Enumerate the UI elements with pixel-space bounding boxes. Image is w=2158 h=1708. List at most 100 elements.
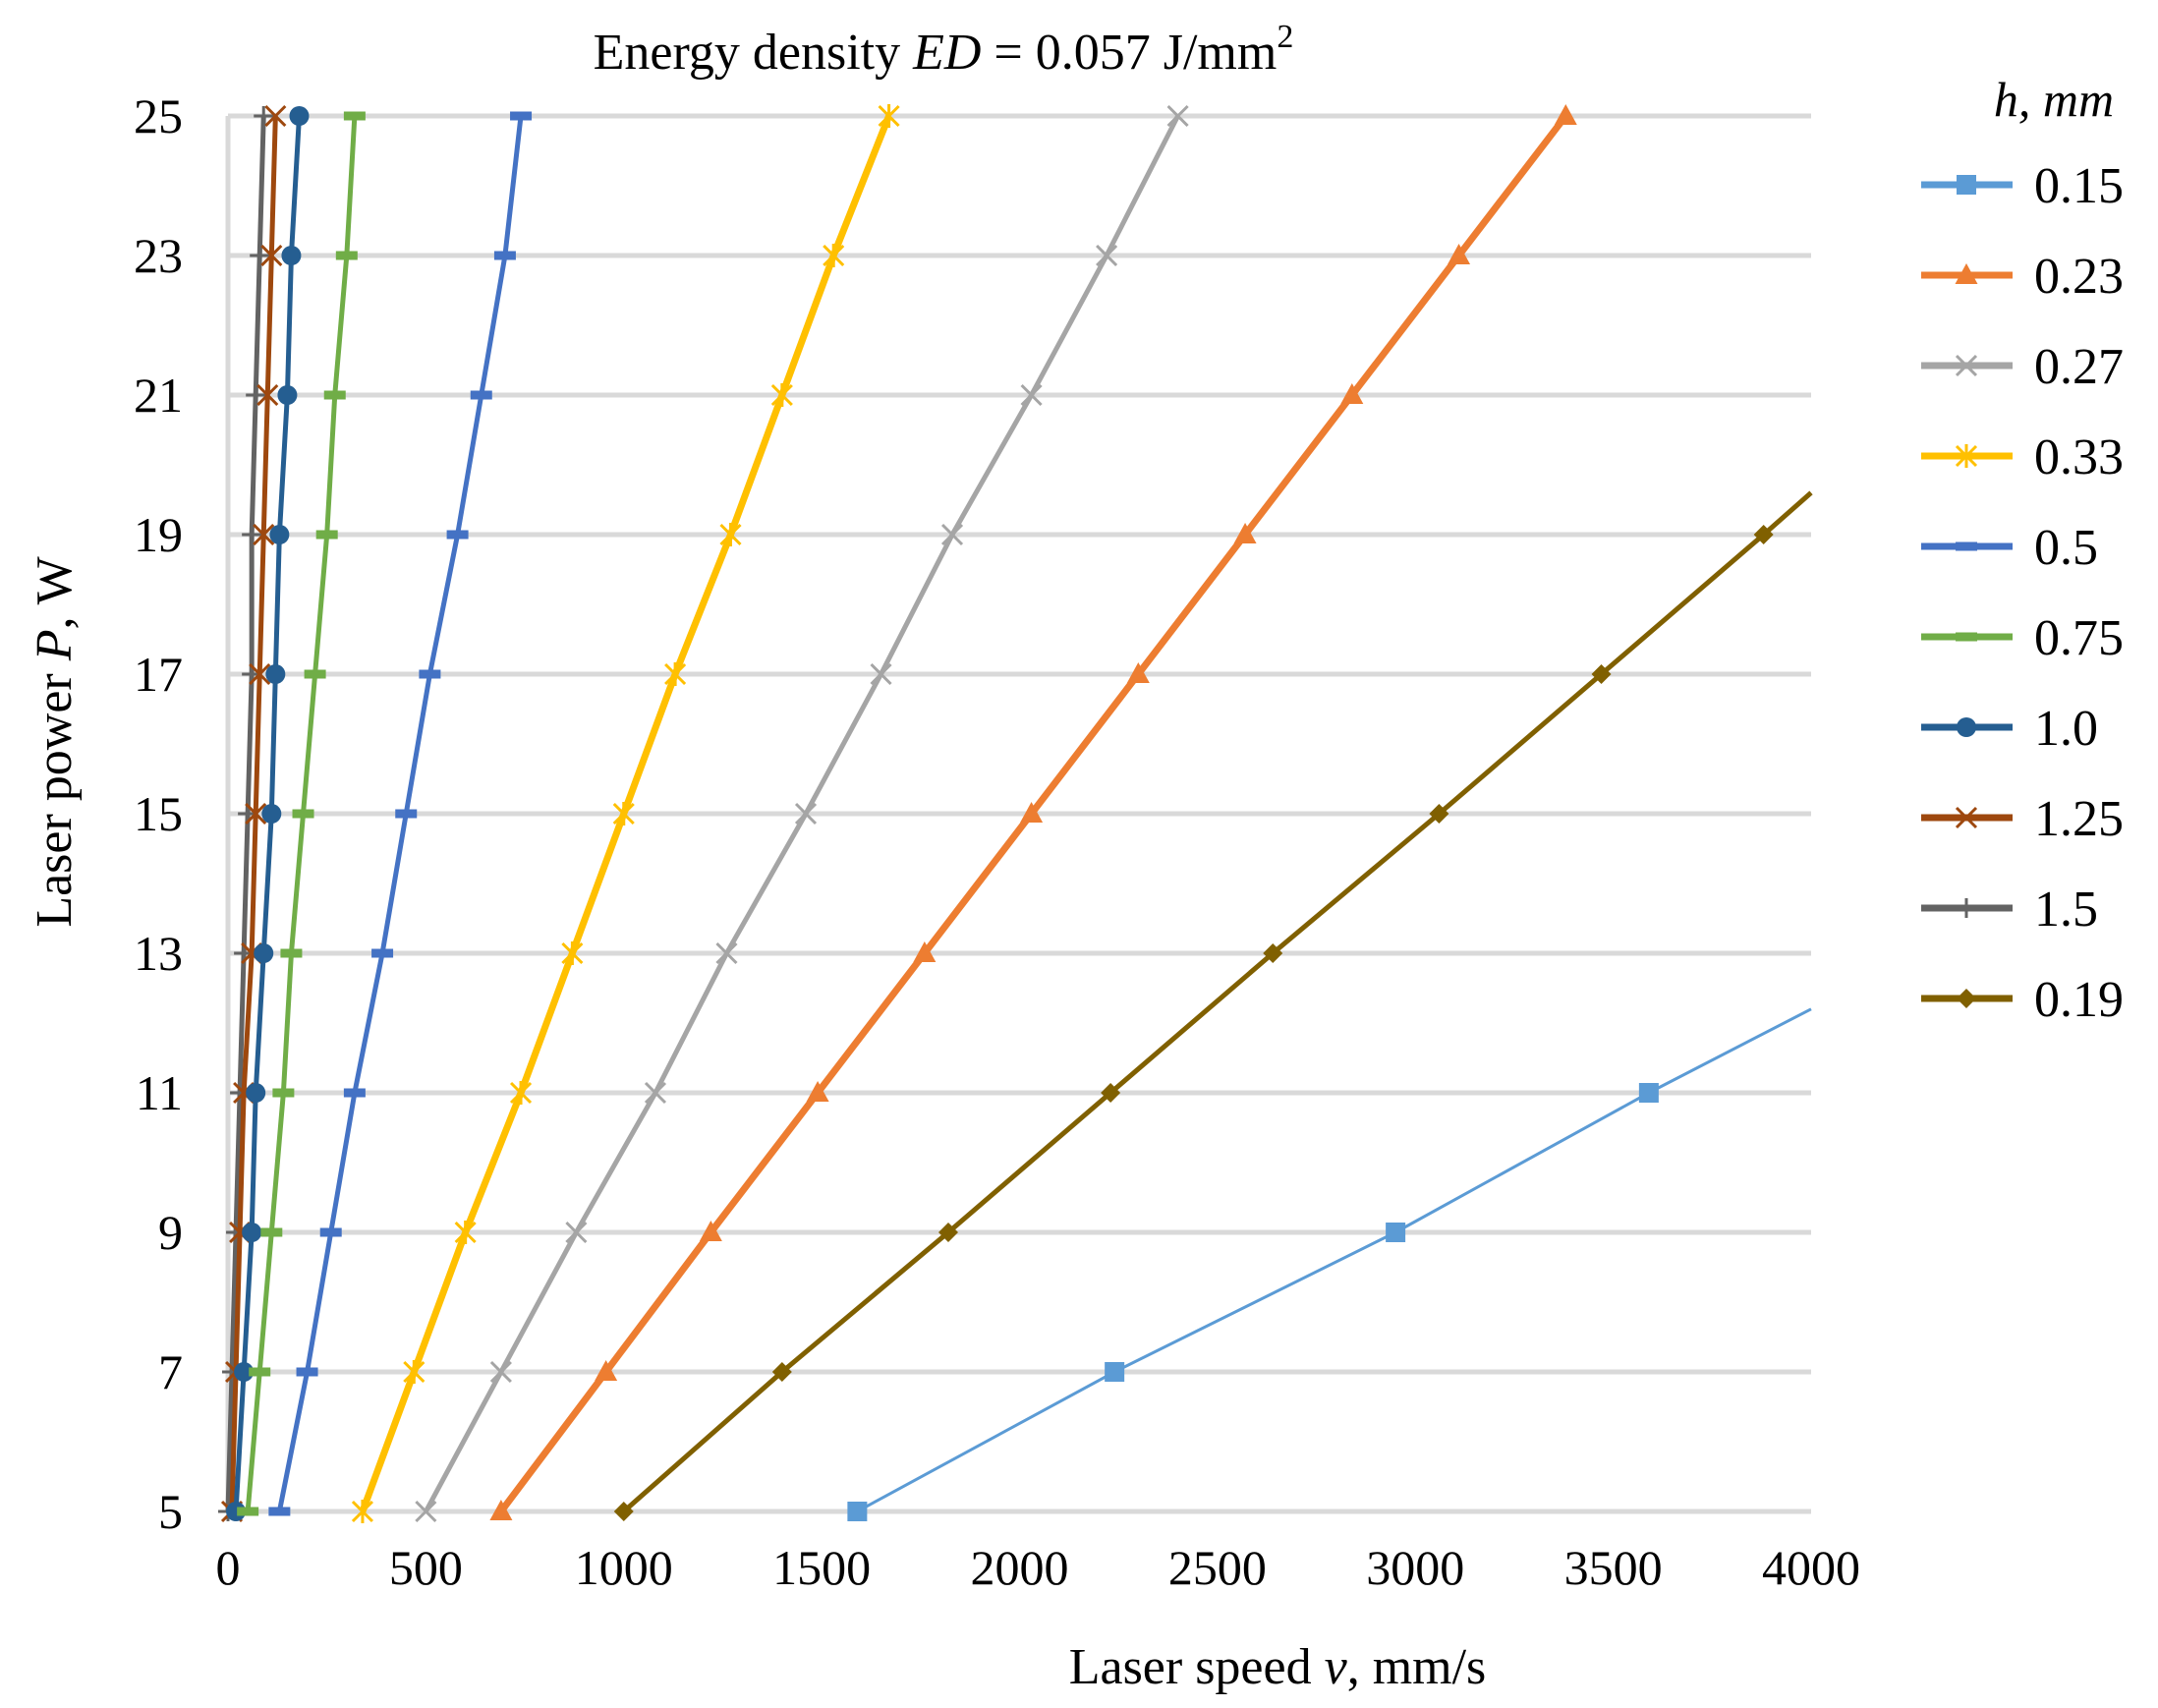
y-tick-21: 21 <box>134 368 183 423</box>
y-axis-title: Laser power P, W <box>27 556 83 927</box>
legend-marker-1-0 <box>1957 717 1976 737</box>
point-0-5-6 <box>419 669 441 679</box>
x-tick-1000: 1000 <box>575 1540 673 1595</box>
legend-item-0-33: 0.33 <box>1921 429 2124 485</box>
y-tick-9: 9 <box>158 1205 183 1260</box>
point-0-75-8 <box>323 390 346 400</box>
x-tick-labels: 0 500 1000 1500 2000 2500 3000 3500 4000 <box>216 1540 1861 1595</box>
point-0-33-6 <box>664 662 687 686</box>
point-1-0-8 <box>277 385 298 405</box>
legend-item-0-19: 0.19 <box>1921 972 2124 1028</box>
series-0-27 <box>415 104 1189 1523</box>
point-0-15-1 <box>1105 1362 1125 1382</box>
legend-label-0-5: 0.5 <box>2034 520 2098 576</box>
legend-label-0-75: 0.75 <box>2034 610 2124 666</box>
point-1-25-7 <box>253 523 275 546</box>
point-0-75-9 <box>335 251 358 260</box>
point-1-0-6 <box>265 664 286 684</box>
point-0-33-8 <box>770 383 793 407</box>
x-tick-2500: 2500 <box>1168 1540 1267 1595</box>
point-0-19-6 <box>1591 664 1612 684</box>
point-1-0-5 <box>261 804 282 824</box>
point-0-27-1 <box>489 1360 512 1384</box>
legend-title: h, mm <box>1994 72 2114 127</box>
point-0-33-5 <box>612 802 635 826</box>
point-0-27-9 <box>1096 244 1118 267</box>
point-0-23-1 <box>595 1360 618 1381</box>
point-1-5-9 <box>250 246 270 265</box>
point-1-25-6 <box>249 662 271 686</box>
point-0-75-1 <box>249 1367 271 1377</box>
series-0-75 <box>237 111 366 1516</box>
point-0-15-2 <box>1386 1223 1406 1242</box>
point-0-27-8 <box>1020 383 1043 407</box>
point-0-23-5 <box>1020 802 1044 823</box>
legend-item-1-0: 1.0 <box>1921 701 2098 757</box>
series-0-15 <box>847 1007 1812 1521</box>
legend-marker-0-33 <box>1955 444 1978 468</box>
y-tick-5: 5 <box>158 1484 183 1539</box>
point-0-33-2 <box>454 1221 477 1244</box>
point-1-5-8 <box>246 385 266 405</box>
point-1-25-5 <box>245 802 267 826</box>
point-0-27-3 <box>644 1081 667 1105</box>
point-0-33-0 <box>351 1500 373 1523</box>
series-0-33 <box>351 104 900 1523</box>
x-axis-title: Laser speed v, mm/s <box>1069 1639 1487 1695</box>
point-0-5-0 <box>268 1507 291 1516</box>
x-tick-500: 500 <box>389 1540 463 1595</box>
y-tick-7: 7 <box>158 1344 183 1399</box>
legend-items: 0.15 0.23 0.27 0.33 0.5 0.75 1.0 1.25 1.5 0.19 <box>1921 158 2124 1028</box>
point-0-23-7 <box>1233 523 1257 543</box>
point-0-27-10 <box>1166 104 1189 128</box>
legend-label-0-27: 0.27 <box>2034 339 2124 395</box>
y-tick-23: 23 <box>134 228 183 283</box>
y-tick-11: 11 <box>136 1065 183 1120</box>
legend-label-1-25: 1.25 <box>2034 791 2124 847</box>
legend-marker-0-5 <box>1956 541 1977 551</box>
point-0-5-9 <box>493 251 516 260</box>
point-0-75-0 <box>237 1507 259 1516</box>
legend-marker-0-27 <box>1955 354 1978 377</box>
point-0-19-0 <box>613 1502 634 1521</box>
x-tick-2000: 2000 <box>971 1540 1069 1595</box>
y-tick-17: 17 <box>134 647 183 702</box>
point-0-5-7 <box>446 530 469 540</box>
point-0-23-2 <box>699 1221 722 1241</box>
point-0-15-0 <box>847 1502 868 1521</box>
point-0-27-4 <box>715 941 738 965</box>
point-1-0-2 <box>242 1223 262 1242</box>
point-1-25-9 <box>260 244 283 267</box>
point-0-23-9 <box>1448 244 1471 264</box>
legend-label-0-33: 0.33 <box>2034 429 2124 485</box>
point-0-75-5 <box>292 809 314 819</box>
point-0-5-5 <box>395 809 418 819</box>
point-1-0-3 <box>246 1083 266 1103</box>
point-0-23-4 <box>913 941 937 962</box>
legend-label-0-15: 0.15 <box>2034 158 2124 214</box>
series-line-0-15 <box>856 1007 1812 1513</box>
legend-marker-1-5 <box>1957 898 1976 918</box>
legend-label-1-5: 1.5 <box>2034 882 2098 938</box>
point-0-75-7 <box>315 530 338 540</box>
y-tick-13: 13 <box>134 926 183 981</box>
point-1-0-7 <box>269 525 290 544</box>
point-0-27-5 <box>794 802 818 826</box>
point-0-27-2 <box>565 1221 588 1244</box>
point-1-0-10 <box>289 106 310 126</box>
gridlines <box>228 113 1811 1514</box>
point-1-0-0 <box>226 1502 247 1521</box>
point-0-23-8 <box>1340 383 1364 404</box>
y-tick-labels: 5 7 9 11 13 15 17 19 21 23 25 <box>134 88 183 1539</box>
point-0-33-3 <box>509 1081 533 1105</box>
point-0-5-3 <box>343 1088 366 1098</box>
point-0-5-8 <box>470 390 492 400</box>
point-1-25-8 <box>256 383 279 407</box>
legend-item-1-25: 1.25 <box>1921 791 2124 847</box>
x-tick-1500: 1500 <box>772 1540 871 1595</box>
legend-item-0-23: 0.23 <box>1921 249 2124 305</box>
chart-title: Energy density ED = 0.057 J/mm2 <box>594 19 1294 81</box>
point-0-33-4 <box>561 941 584 965</box>
legend-label-0-19: 0.19 <box>2034 972 2124 1028</box>
